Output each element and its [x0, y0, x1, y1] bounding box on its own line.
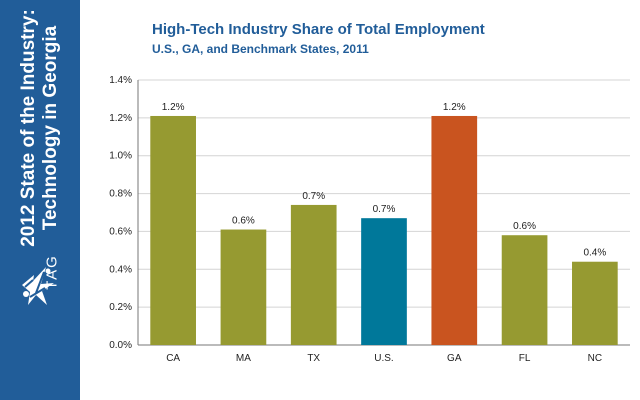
data-label: 1.2%: [443, 102, 466, 113]
y-tick-label: 0.0%: [109, 340, 132, 351]
bar-tx: [290, 204, 337, 345]
x-tick-label: GA: [447, 353, 462, 364]
y-tick-label: 0.4%: [109, 264, 132, 275]
report-title-line-1: 2012 State of the Industry:: [18, 9, 39, 247]
y-tick-label: 0.6%: [109, 226, 132, 237]
y-tick-label: 1.0%: [109, 151, 132, 162]
y-tick-label: 0.2%: [109, 302, 132, 313]
data-label: 0.6%: [513, 221, 536, 232]
bars: [150, 115, 618, 345]
data-label: 1.2%: [162, 102, 185, 113]
data-labels: 1.2% 0.6% 0.7% 0.7% 1.2% 0.6% 0.4%: [162, 102, 607, 259]
bar-ca: [150, 115, 196, 345]
data-label: 0.7%: [302, 191, 325, 202]
bar-ga: [431, 115, 478, 345]
data-label: 0.4%: [583, 248, 606, 259]
data-label: 0.7%: [373, 204, 396, 215]
x-tick-label: FL: [519, 353, 531, 364]
x-tick-label: NC: [588, 353, 602, 364]
y-tick-label: 1.4%: [109, 75, 132, 86]
report-title-line-2: Technology in Georgia: [40, 25, 61, 231]
x-tick-label: MA: [236, 353, 251, 364]
bar-ma: [220, 229, 267, 345]
x-tick-label: TX: [307, 353, 320, 364]
y-tick-label: 0.8%: [109, 189, 132, 200]
chart-title: High-Tech Industry Share of Total Employ…: [152, 21, 485, 38]
y-tick-label: 1.2%: [109, 113, 132, 124]
tag-logo-text: TAG: [43, 254, 61, 290]
x-tick-label: CA: [166, 353, 180, 364]
report-title: 2012 State of the Industry: Technology i…: [18, 8, 62, 248]
bar-nc: [572, 261, 618, 345]
data-label: 0.6%: [232, 216, 255, 227]
bar-u-s-: [361, 218, 407, 345]
tag-star-logo-icon: [22, 267, 54, 305]
sidebar: 2012 State of the Industry: Technology i…: [0, 0, 80, 400]
chart-subtitle: U.S., GA, and Benchmark States, 2011: [152, 42, 369, 56]
bar-fl: [501, 235, 548, 345]
x-tick-label: U.S.: [374, 353, 393, 364]
bar-chart: 0.0% 0.2% 0.4% 0.6% 0.8% 1.0% 1.2% 1.4% CA MA TX U.…: [109, 75, 630, 364]
